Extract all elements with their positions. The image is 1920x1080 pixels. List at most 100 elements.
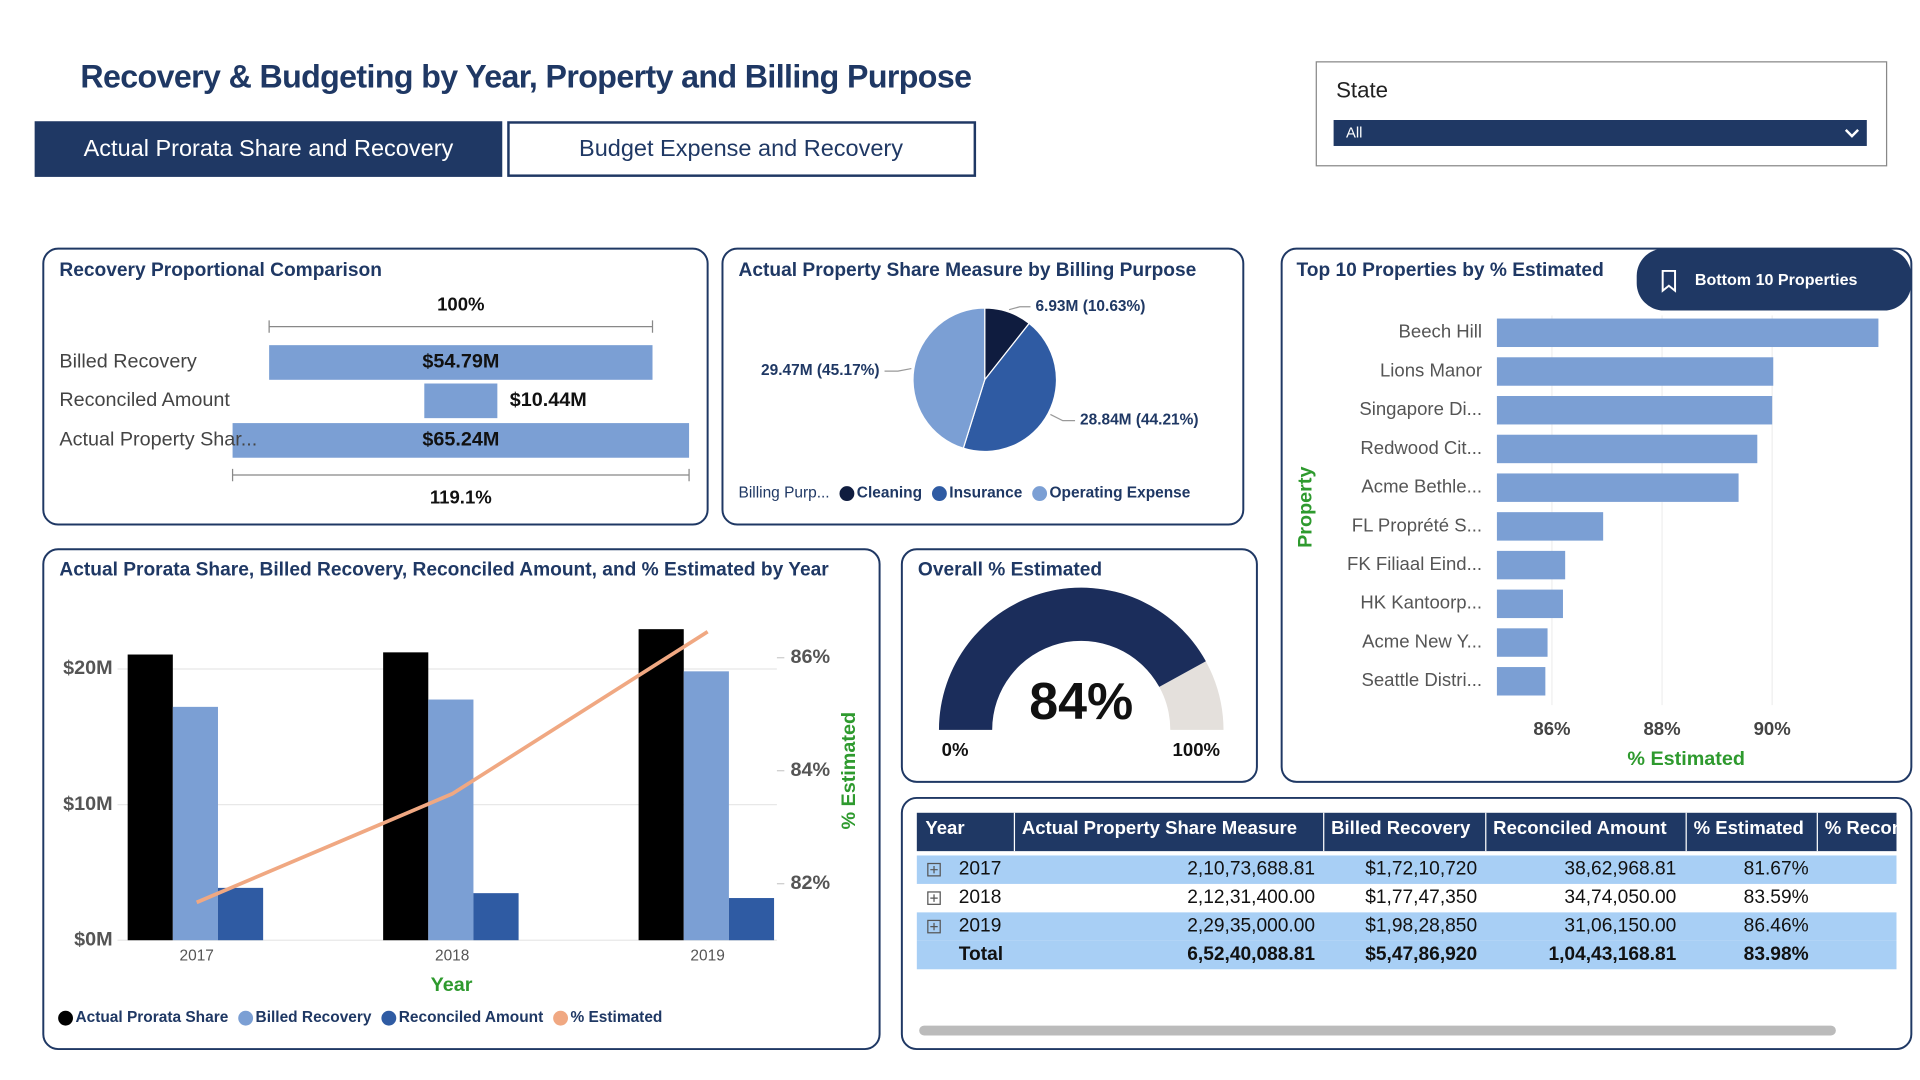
- gauge-max: 100%: [1173, 739, 1220, 760]
- legend-marker: [553, 1010, 568, 1026]
- legend-label: % Estimated: [570, 1009, 662, 1026]
- column-header: Reconciled Amount: [1493, 817, 1666, 838]
- y-tick-label: HK Kantoorp...: [1360, 592, 1482, 613]
- legend-label: Actual Prorata Share: [75, 1009, 228, 1026]
- bar: [424, 383, 498, 419]
- gauge-label: 84%: [1029, 673, 1133, 731]
- y2-tick-label: 86%: [791, 646, 831, 668]
- bar: [217, 887, 264, 941]
- page-title: Recovery & Budgeting by Year, Property a…: [80, 59, 971, 95]
- bar: [1496, 357, 1774, 386]
- bar: [1496, 550, 1566, 580]
- cell: 31,06,150.00: [1564, 916, 1676, 937]
- y-tick-label: $0M: [74, 928, 112, 950]
- expand-icon[interactable]: [927, 862, 941, 877]
- button-label[interactable]: Bottom 10 Properties: [1695, 271, 1858, 289]
- column-header: Year: [925, 817, 964, 838]
- cell: $5,47,86,920: [1365, 944, 1477, 965]
- column-header: Billed Recovery: [1331, 817, 1471, 838]
- cell: 2018: [959, 887, 1002, 908]
- bar: [638, 629, 684, 941]
- slicer-value[interactable]: All: [1346, 126, 1362, 142]
- y-tick-label: Lions Manor: [1380, 359, 1482, 380]
- cell: Total: [959, 944, 1003, 965]
- data-label: 29.47M (45.17%): [761, 362, 880, 379]
- tab-label[interactable]: Actual Prorata Share and Recovery: [84, 135, 454, 161]
- category-label: Reconciled Amount: [59, 389, 230, 411]
- panel-title: Actual Prorata Share, Billed Recovery, R…: [59, 559, 829, 580]
- y-tick-label: Singapore Di...: [1359, 398, 1482, 419]
- cell: 1,04,43,168.81: [1548, 944, 1676, 965]
- pie-slice: [962, 322, 1058, 453]
- table-header: [916, 812, 1897, 852]
- y-tick-label: $10M: [63, 793, 112, 815]
- tab-active[interactable]: [34, 121, 503, 177]
- bar: [1496, 473, 1739, 502]
- panel-title: Recovery Proportional Comparison: [59, 260, 382, 281]
- x-axis-title: Year: [431, 974, 473, 996]
- panel: [42, 247, 709, 526]
- cell: 6,52,40,088.81: [1187, 944, 1315, 965]
- annotation: 100%: [437, 293, 484, 314]
- panel-title: Overall % Estimated: [918, 559, 1102, 580]
- slicer-dropdown[interactable]: [1333, 120, 1867, 146]
- cell: $1,72,10,720: [1365, 859, 1477, 880]
- legend-label: Operating Expense: [1050, 485, 1191, 502]
- x-tick-label: 90%: [1754, 718, 1791, 739]
- cell: 83.98%: [1744, 944, 1809, 965]
- legend-label: Reconciled Amount: [399, 1009, 544, 1026]
- bar: [1496, 667, 1546, 696]
- bar: [1496, 512, 1604, 541]
- y2-axis-title: % Estimated: [838, 712, 860, 830]
- leader-line: [884, 367, 912, 372]
- bar: [172, 706, 218, 941]
- tab-label[interactable]: Budget Expense and Recovery: [579, 135, 903, 161]
- cell: 81.67%: [1744, 859, 1809, 880]
- panel-title: Top 10 Properties by % Estimated: [1296, 260, 1603, 281]
- bar: [473, 893, 519, 941]
- bookmark-button[interactable]: [1636, 248, 1912, 311]
- data-label: $10.44M: [510, 389, 587, 411]
- legend-marker: [58, 1010, 73, 1026]
- data-label: 6.93M (10.63%): [1035, 298, 1145, 315]
- bar: [232, 423, 690, 458]
- cell: $1,98,28,850: [1365, 916, 1477, 937]
- table: Year Actual Property Share Measure Billed …: [916, 812, 1897, 970]
- scrollbar[interactable]: [919, 1025, 1836, 1036]
- cell: 2,12,31,400.00: [1187, 887, 1315, 908]
- bar: [269, 345, 653, 380]
- bar: [1496, 318, 1879, 348]
- legend-marker: [381, 1010, 397, 1026]
- bar: [1496, 434, 1758, 464]
- cell: 86.46%: [1744, 916, 1809, 937]
- expand-icon[interactable]: [927, 891, 941, 905]
- y-tick-label: FK Filiaal Eind...: [1347, 553, 1482, 574]
- bar: [428, 699, 474, 941]
- category-label: Billed Recovery: [59, 351, 197, 373]
- cell: 83.59%: [1744, 887, 1809, 908]
- y-tick-label: Acme Bethle...: [1361, 476, 1482, 497]
- line: [195, 630, 709, 905]
- expand-icon: [930, 865, 938, 874]
- leader-line: [1050, 413, 1076, 422]
- legend-marker: [839, 486, 855, 502]
- data-label: $54.79M: [422, 351, 499, 373]
- data-label: 28.84M (44.21%): [1080, 412, 1199, 429]
- x-tick-label: 2019: [690, 947, 724, 964]
- bar: [1496, 589, 1563, 619]
- y2-tick-label: 82%: [791, 872, 831, 894]
- chevron[interactable]: [1844, 129, 1860, 138]
- leader-line: [1008, 306, 1031, 311]
- cell: 2019: [959, 916, 1002, 937]
- expand-icon[interactable]: [927, 919, 941, 934]
- y-tick-label: $20M: [63, 657, 112, 679]
- x-tick-label: 88%: [1643, 718, 1680, 739]
- y-tick-label: Redwood Cit...: [1360, 437, 1482, 458]
- legend-label: Insurance: [949, 485, 1022, 502]
- data-label: $65.24M: [422, 429, 499, 451]
- bar: [1496, 628, 1548, 657]
- annotation: 119.1%: [430, 486, 492, 507]
- tab[interactable]: [507, 121, 977, 177]
